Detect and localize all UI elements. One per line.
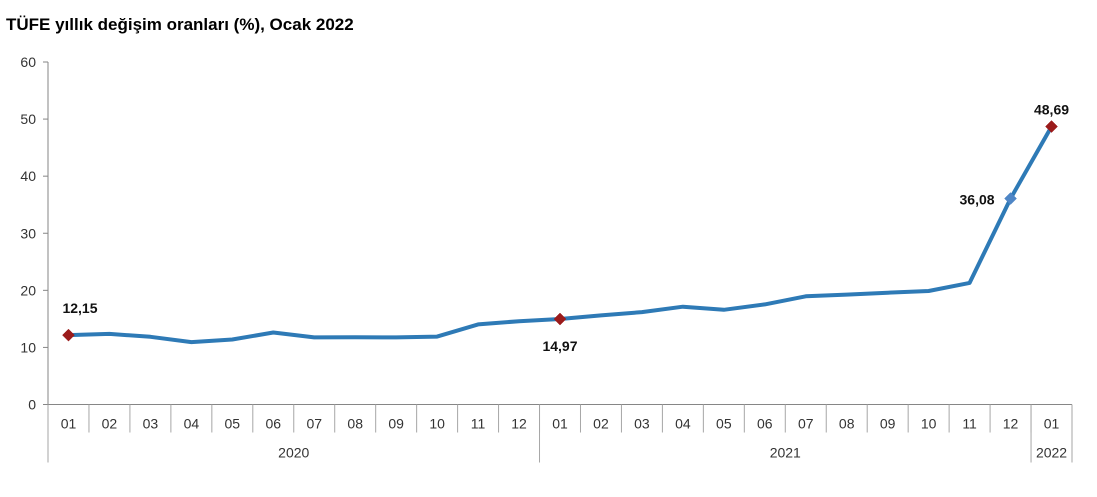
x-tick-label: 06 bbox=[265, 416, 281, 432]
x-tick-label: 04 bbox=[184, 416, 200, 432]
y-tick-label: 30 bbox=[20, 225, 36, 241]
y-tick-label: 10 bbox=[20, 339, 36, 355]
year-label: 2021 bbox=[770, 445, 801, 461]
x-tick-label: 07 bbox=[798, 416, 814, 432]
point-marker bbox=[1004, 192, 1017, 205]
data-label: 12,15 bbox=[62, 300, 97, 316]
x-tick-label: 11 bbox=[471, 416, 486, 432]
point-marker bbox=[553, 312, 567, 326]
data-label: 48,69 bbox=[1034, 102, 1069, 118]
data-label: 14,97 bbox=[542, 338, 577, 354]
y-tick-label: 20 bbox=[20, 282, 36, 298]
x-axis: 01 02 03 04 05 06 07 08 09 10 11 12 01 02 03 04 05 06 07 08… bbox=[47, 404, 1073, 463]
x-tick-label: 08 bbox=[839, 416, 855, 432]
x-tick-label: 01 bbox=[61, 416, 77, 432]
chart-title: TÜFE yıllık değişim oranları (%), Ocak 2… bbox=[6, 15, 354, 34]
y-tick-label: 50 bbox=[20, 111, 36, 127]
x-tick-label: 02 bbox=[102, 416, 118, 432]
x-tick-label: 10 bbox=[921, 416, 937, 432]
x-tick-label: 03 bbox=[143, 416, 159, 432]
x-tick-label: 09 bbox=[880, 416, 896, 432]
y-axis: 0 10 20 30 40 50 60 bbox=[20, 54, 49, 413]
x-tick-label: 08 bbox=[347, 416, 363, 432]
x-tick-label: 01 bbox=[1044, 416, 1060, 432]
y-tick-label: 0 bbox=[28, 397, 36, 413]
x-tick-label: 03 bbox=[634, 416, 650, 432]
y-tick-label: 40 bbox=[20, 168, 36, 184]
x-tick-label: 06 bbox=[757, 416, 773, 432]
y-tick-label: 60 bbox=[20, 54, 36, 70]
plot-area: 12,15 14,97 36,08 48,69 bbox=[62, 102, 1069, 354]
year-label: 2020 bbox=[278, 445, 309, 461]
x-tick-label: 12 bbox=[511, 416, 527, 432]
x-tick-label: 04 bbox=[675, 416, 691, 432]
x-tick-label: 01 bbox=[552, 416, 568, 432]
year-label: 2022 bbox=[1036, 445, 1067, 461]
x-tick-label: 09 bbox=[388, 416, 404, 432]
point-marker bbox=[62, 328, 75, 342]
series-line bbox=[66, 124, 1054, 345]
x-tick-label: 11 bbox=[962, 416, 977, 432]
x-tick-label: 05 bbox=[225, 416, 241, 432]
x-tick-label: 07 bbox=[306, 416, 322, 432]
x-tick-label: 12 bbox=[1003, 416, 1019, 432]
x-tick-label: 02 bbox=[593, 416, 609, 432]
x-tick-label: 05 bbox=[716, 416, 732, 432]
x-tick-label: 10 bbox=[429, 416, 445, 432]
point-marker bbox=[1045, 120, 1058, 133]
data-label: 36,08 bbox=[960, 192, 995, 208]
